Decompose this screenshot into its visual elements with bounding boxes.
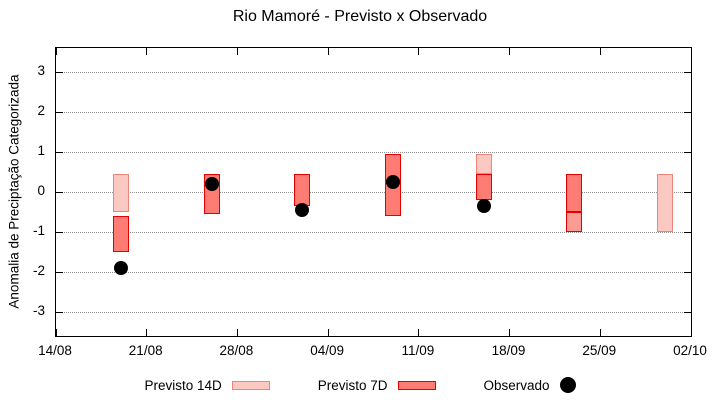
y-axis-tick <box>56 231 63 233</box>
y-tick-label: 0 <box>37 183 45 198</box>
forecast-box-previsto14 <box>112 174 129 212</box>
forecast-box-overlap <box>566 212 583 232</box>
observed-dot <box>385 175 400 189</box>
y-axis-tick <box>56 71 63 73</box>
forecast-box-previsto7 <box>294 174 311 206</box>
x-tick-label: 18/09 <box>491 343 526 358</box>
x-tick-label: 28/08 <box>219 343 254 358</box>
y-axis-tick <box>56 151 63 153</box>
forecast-box-previsto14 <box>475 154 492 174</box>
forecast-box-previsto7 <box>112 216 129 252</box>
x-axis-tick <box>690 48 692 55</box>
y-tick-label: -3 <box>32 303 45 318</box>
legend-label-observado: Observado <box>483 377 550 393</box>
legend-label-previsto-14d: Previsto 14D <box>144 377 222 393</box>
y-tick-label: 2 <box>37 103 45 118</box>
y-axis-tick <box>56 111 63 113</box>
y-tick-label: -2 <box>32 263 45 278</box>
y-axis-tick <box>684 271 691 273</box>
x-axis-tick <box>418 48 420 55</box>
x-axis-tick <box>327 329 329 336</box>
legend-item-previsto-14d: Previsto 14D <box>144 377 270 393</box>
x-axis-tick <box>146 48 148 55</box>
x-axis-tick <box>146 329 148 336</box>
y-axis-tick <box>684 111 691 113</box>
x-tick-label: 14/08 <box>38 343 72 358</box>
observed-dot <box>113 261 128 275</box>
y-axis-tick <box>56 311 63 313</box>
gridline <box>56 272 691 273</box>
x-axis-tick <box>236 329 238 336</box>
forecast-box-previsto7 <box>566 174 583 212</box>
x-axis-tick <box>599 329 601 336</box>
gridline <box>56 312 691 313</box>
y-tick-label: 3 <box>37 63 45 78</box>
forecast-box-previsto7 <box>475 174 492 200</box>
x-axis-tick <box>418 329 420 336</box>
gridline <box>56 232 691 233</box>
plot-area <box>55 47 692 337</box>
x-axis-tick <box>509 48 511 55</box>
y-axis-tick <box>56 271 63 273</box>
legend-swatch-previsto-7d <box>397 380 436 390</box>
y-axis-tick <box>56 191 63 193</box>
legend: Previsto 14D Previsto 7D Observado <box>0 372 720 398</box>
x-axis-tick <box>327 48 329 55</box>
gridline <box>56 152 691 153</box>
gridline <box>56 192 691 193</box>
y-tick-label: -1 <box>32 223 45 238</box>
legend-item-observado: Observado <box>484 377 576 393</box>
x-tick-label: 04/09 <box>310 343 345 358</box>
x-tick-label: 11/09 <box>401 343 435 358</box>
legend-label-previsto-7d: Previsto 7D <box>317 377 388 393</box>
y-axis-tick <box>684 191 691 193</box>
observed-dot <box>204 177 219 191</box>
x-axis-tick <box>690 329 692 336</box>
x-axis-tick <box>236 48 238 55</box>
forecast-box-previsto14 <box>657 174 674 232</box>
x-axis-tick <box>55 48 57 55</box>
x-axis-tick <box>509 329 511 336</box>
legend-item-previsto-7d: Previsto 7D <box>318 378 436 393</box>
x-tick-label: 02/10 <box>673 343 707 358</box>
observed-dot <box>295 203 310 217</box>
x-tick-label: 21/08 <box>128 343 163 358</box>
y-axis-tick <box>684 151 691 153</box>
y-axis-tick <box>684 71 691 73</box>
legend-swatch-previsto-14d <box>231 380 270 390</box>
gridline <box>56 112 691 113</box>
y-tick-label: 1 <box>37 143 45 158</box>
legend-swatch-observed-dot <box>559 377 576 393</box>
observed-dot <box>476 199 491 213</box>
x-tick-label: 25/09 <box>582 343 617 358</box>
x-axis-tick <box>55 329 57 336</box>
y-axis-tick <box>684 231 691 233</box>
chart-title: Rio Mamoré - Previsto x Observado <box>232 8 488 25</box>
gridline <box>56 72 691 73</box>
x-axis-tick <box>599 48 601 55</box>
y-axis-tick <box>684 311 691 313</box>
